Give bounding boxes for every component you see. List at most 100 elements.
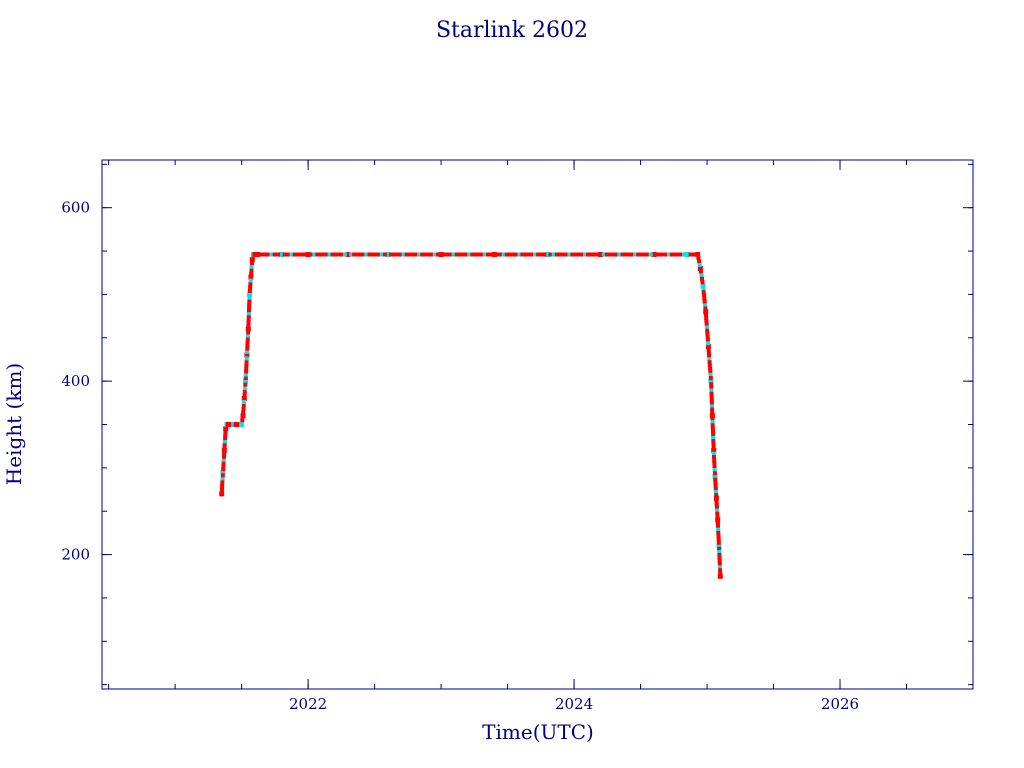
data-marker [410,252,415,257]
axis-ticks [102,160,974,689]
data-marker [220,485,225,490]
data-marker [711,435,716,440]
data-marker [355,252,360,257]
data-marker [457,252,462,257]
data-marker [648,252,653,257]
data-marker [667,252,671,257]
data-marker [717,562,722,567]
data-point [220,469,226,475]
data-marker [717,546,722,551]
data-marker [245,340,250,345]
data-marker [713,477,718,482]
data-marker [246,330,251,335]
data-marker [704,322,709,327]
data-marker [700,276,704,281]
data-marker [401,252,406,257]
data-point [695,252,701,257]
data-marker [548,252,553,257]
data-point [240,413,246,419]
data-marker [221,460,226,465]
data-marker [579,252,584,257]
data-marker [219,488,224,493]
data-point [705,344,711,349]
data-marker [241,406,246,411]
data-marker [716,534,721,539]
data-marker [601,252,606,257]
data-marker [636,252,641,257]
data-marker [697,259,702,264]
data-marker [309,252,314,257]
data-marker [498,252,503,257]
data-marker [688,252,693,257]
data-marker [315,252,320,257]
data-marker [709,394,714,399]
data-marker [373,252,378,257]
data-marker [420,252,425,257]
data-marker [705,335,710,339]
data-marker [242,389,247,394]
data-marker [220,482,225,487]
data-marker [710,404,714,409]
data-marker [623,252,628,257]
data-marker [426,252,431,257]
data-marker [489,252,494,257]
data-marker [414,252,419,257]
data-marker [676,252,680,257]
data-marker [246,317,251,322]
data-marker [705,338,710,343]
data-point [245,326,251,332]
data-marker [704,316,709,321]
data-point [713,495,719,501]
data-marker [707,360,712,365]
data-marker [220,479,225,484]
data-point [598,252,604,257]
data-marker [536,252,541,257]
data-marker [707,353,712,358]
data-marker [223,436,228,441]
data-marker [247,305,252,309]
data-marker [706,347,711,352]
data-marker [673,252,677,257]
data-marker [710,426,715,431]
data-marker [312,252,317,257]
data-marker [592,252,597,257]
data-marker [715,508,720,513]
data-marker [718,571,723,576]
data-marker [249,271,254,276]
data-marker [717,556,722,561]
data-marker [382,252,387,257]
data-marker [436,252,440,257]
data-marker [713,483,718,488]
data-marker [221,467,226,472]
data-marker [245,346,250,351]
data-marker [495,252,500,257]
data-point [243,378,249,384]
data-marker [454,252,459,257]
data-marker [296,252,301,257]
data-marker [717,553,722,557]
data-marker [282,252,287,257]
data-marker [698,269,703,274]
data-marker [246,320,251,325]
data-marker [248,285,253,290]
data-marker [504,252,509,257]
data-marker [533,252,537,257]
data-marker [714,502,719,507]
data-marker [711,429,715,434]
data-marker [339,252,344,257]
data-marker [657,252,662,257]
data-marker [705,331,710,336]
data-marker [711,439,716,444]
data-marker [712,458,717,463]
data-marker [467,252,472,257]
data-marker [715,521,720,526]
data-marker [704,325,709,330]
data-marker [247,295,252,300]
data-marker [633,252,638,257]
data-marker [318,252,323,257]
x-tick-label: 2022 [289,695,327,713]
data-marker [711,451,716,456]
data-point [697,265,703,271]
data-marker [554,252,559,257]
